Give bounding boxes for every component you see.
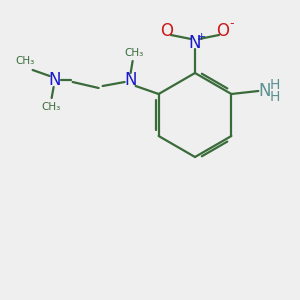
Text: +: + (196, 32, 206, 42)
Text: N: N (258, 82, 271, 100)
Text: O: O (217, 22, 230, 40)
Text: N: N (189, 34, 201, 52)
Text: CH₃: CH₃ (124, 48, 143, 58)
Text: O: O (160, 22, 173, 40)
Text: N: N (124, 71, 137, 89)
Text: H: H (269, 78, 280, 92)
Text: H: H (269, 90, 280, 104)
Text: CH₃: CH₃ (41, 102, 60, 112)
Text: N: N (48, 71, 61, 89)
Text: CH₃: CH₃ (15, 56, 34, 66)
Text: -: - (230, 17, 234, 31)
